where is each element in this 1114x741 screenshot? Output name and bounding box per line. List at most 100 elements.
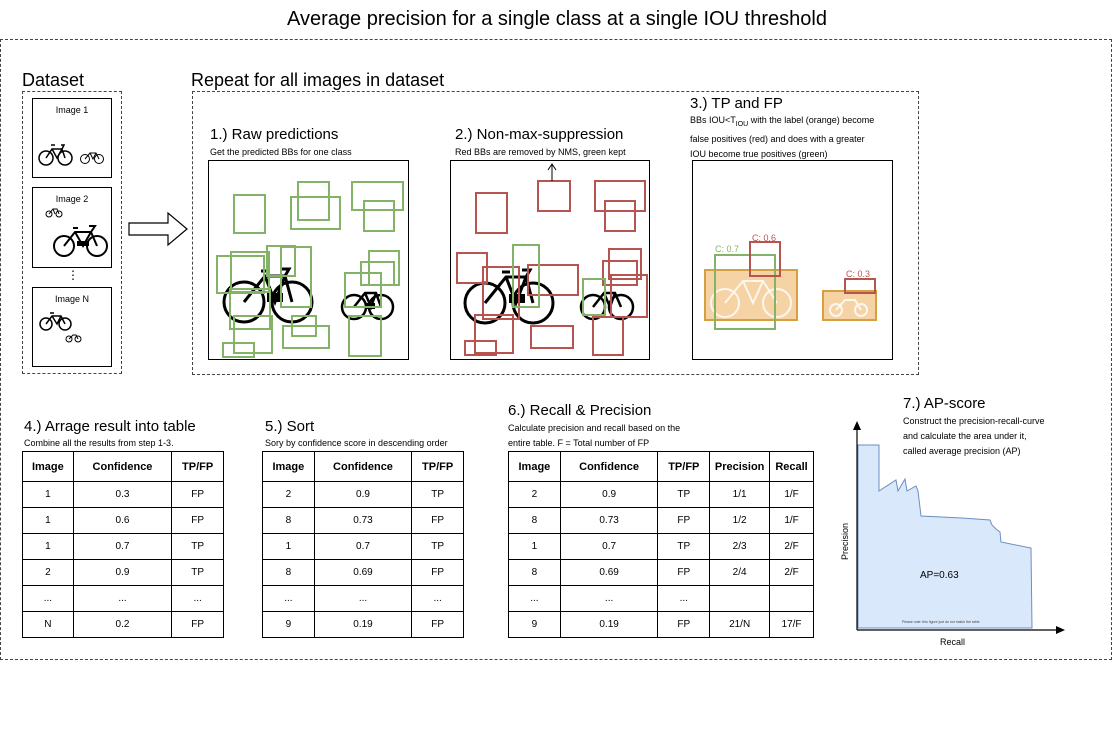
diagram-title: Average precision for a single class at … bbox=[287, 8, 827, 30]
table-cell: 8 bbox=[262, 559, 315, 586]
raw-predictions-canvas bbox=[216, 181, 404, 358]
image-label: Image 1 bbox=[55, 105, 89, 115]
column-header: Precision bbox=[709, 451, 771, 482]
nms-panel bbox=[450, 160, 650, 360]
step6-desc: Calculate precision and recall based on … bbox=[508, 421, 680, 451]
outer-frame bbox=[0, 39, 1112, 660]
pr-curve-area bbox=[857, 444, 1033, 629]
raw-predictions-panel bbox=[208, 160, 409, 360]
table-cell: 17/F bbox=[769, 611, 814, 638]
table-cell: 0.19 bbox=[313, 611, 413, 638]
step6-desc-line1: Calculate precision and recall based on … bbox=[508, 423, 681, 433]
table-cell: 8 bbox=[262, 507, 315, 534]
table-header-row: Image Confidence TP/FP bbox=[22, 451, 224, 482]
table-row: 8 0.73 FP 1/2 1/F bbox=[508, 507, 814, 534]
precision-recall-table: Image Confidence TP/FP Precision Recall … bbox=[508, 451, 814, 638]
step4-desc: Combine all the results from step 1-3. bbox=[24, 438, 174, 448]
arrow-right-icon bbox=[128, 211, 188, 247]
table-row: 9 0.19 FP bbox=[262, 611, 464, 638]
x-axis-arrow-icon bbox=[1056, 626, 1065, 634]
step3-desc: BBs IOU<TIOU with the label (orange) bec… bbox=[690, 113, 874, 162]
table-row: 1 0.7 TP bbox=[22, 533, 224, 560]
step5-desc: Sory by confidence score in descending o… bbox=[265, 438, 448, 448]
table-cell: 1/F bbox=[769, 481, 814, 508]
bicycle-icon bbox=[38, 144, 104, 166]
step7-heading: 7.) AP-score bbox=[903, 395, 986, 412]
table-cell: 9 bbox=[262, 611, 315, 638]
step4-heading: 4.) Arrage result into table bbox=[24, 418, 196, 435]
step3-desc-line1: BBs IOU<TIOU with the label (orange) bec… bbox=[690, 113, 874, 132]
table-cell: ... bbox=[411, 585, 464, 612]
table-cell bbox=[709, 585, 771, 612]
table-cell: FP bbox=[171, 481, 224, 508]
column-header: Image bbox=[508, 451, 561, 482]
y-axis-arrow-icon bbox=[853, 421, 861, 430]
results-table: Image Confidence TP/FP 1 0.3 FP 1 0.6 FP 1 0.… bbox=[22, 451, 224, 638]
step3-heading: 3.) TP and FP bbox=[690, 95, 783, 112]
table-cell: TP bbox=[411, 481, 464, 508]
table-cell: 2/3 bbox=[709, 533, 771, 560]
table-header-row: Image Confidence TP/FP Precision Recall bbox=[508, 451, 814, 482]
table-cell: 1/2 bbox=[709, 507, 771, 534]
table-cell: 1 bbox=[22, 481, 74, 508]
column-header: TP/FP bbox=[411, 451, 464, 482]
table-row: 2 0.9 TP 1/1 1/F bbox=[508, 481, 814, 508]
table-header-row: Image Confidence TP/FP bbox=[262, 451, 464, 482]
table-cell: 0.6 bbox=[72, 507, 173, 534]
table-cell: 0.7 bbox=[313, 533, 413, 560]
green-boxes bbox=[216, 181, 404, 358]
table-cell: 8 bbox=[508, 507, 561, 534]
table-row: 9 0.19 FP 21/N 17/F bbox=[508, 611, 814, 638]
table-row: 2 0.9 TP bbox=[22, 559, 224, 586]
table-cell: ... bbox=[313, 585, 413, 612]
table-cell: FP bbox=[411, 611, 464, 638]
step3-desc-line2: false positives (red) and does with a gr… bbox=[690, 133, 865, 144]
column-header: Confidence bbox=[313, 451, 413, 482]
table-cell: 1/F bbox=[769, 507, 814, 534]
table-cell: FP bbox=[171, 611, 224, 638]
table-cell: 2/F bbox=[769, 533, 814, 560]
tp-fp-panel: C: 0.7 C: 0.6 C: 0.3 bbox=[692, 160, 893, 360]
table-cell: 2/F bbox=[769, 559, 814, 586]
table-cell: TP bbox=[657, 533, 711, 560]
bicycle-icon bbox=[39, 312, 82, 343]
nms-canvas bbox=[456, 163, 648, 356]
table-cell: 0.2 bbox=[72, 611, 173, 638]
table-row: ......... bbox=[508, 585, 814, 612]
fp-box bbox=[749, 241, 781, 277]
dataset-frame bbox=[22, 91, 122, 374]
tp-box bbox=[714, 254, 776, 330]
table-cell: TP bbox=[171, 533, 224, 560]
label-box-large bbox=[704, 269, 798, 321]
step7-desc-line3: called average precision (AP) bbox=[903, 446, 1021, 456]
desc-subscript: IOU bbox=[735, 120, 749, 128]
dataset-ellipsis: ⋮ bbox=[67, 268, 79, 282]
step5-heading: 5.) Sort bbox=[265, 418, 315, 435]
table-cell: 1 bbox=[508, 533, 561, 560]
conf-label: C: 0.7 bbox=[715, 244, 739, 254]
column-header: Image bbox=[22, 451, 74, 482]
table-cell: ... bbox=[22, 585, 74, 612]
conf-label: C: 0.3 bbox=[846, 269, 870, 279]
table-cell: 9 bbox=[508, 611, 561, 638]
desc-text: with the label (orange) become bbox=[748, 115, 875, 125]
step2-desc: Red BBs are removed by NMS, green kept bbox=[455, 147, 626, 157]
table-cell bbox=[769, 585, 814, 612]
fp-box bbox=[844, 278, 876, 294]
table-cell: 21/N bbox=[709, 611, 771, 638]
table-cell: ... bbox=[508, 585, 561, 612]
column-header: TP/FP bbox=[171, 451, 224, 482]
step1-heading: 1.) Raw predictions bbox=[210, 126, 339, 143]
table-cell: 1 bbox=[22, 533, 74, 560]
table-cell: 1/1 bbox=[709, 481, 771, 508]
bicycle-icon bbox=[45, 208, 108, 257]
image-thumb-n: Image N bbox=[32, 287, 112, 367]
column-header: Recall bbox=[769, 451, 814, 482]
red-boxes bbox=[456, 180, 648, 356]
column-header: Image bbox=[262, 451, 315, 482]
table-cell: 0.7 bbox=[559, 533, 659, 560]
step1-desc: Get the predicted BBs for one class bbox=[210, 147, 352, 157]
table-row: 8 0.69 FP bbox=[262, 559, 464, 586]
table-cell: 0.3 bbox=[72, 481, 173, 508]
table-cell: FP bbox=[411, 507, 464, 534]
